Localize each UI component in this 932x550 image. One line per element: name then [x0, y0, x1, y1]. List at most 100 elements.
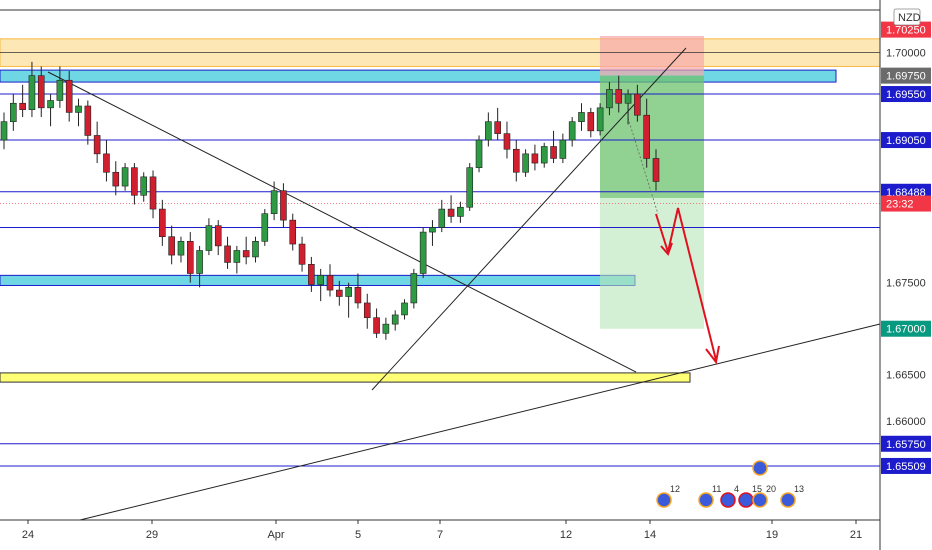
- price-tick-label: 1.67500: [886, 278, 926, 290]
- candle-body: [196, 250, 203, 274]
- candle-body: [522, 153, 529, 173]
- candle-body: [438, 208, 446, 228]
- candle-body: [149, 176, 157, 210]
- candle-body: [261, 213, 269, 242]
- price-label-tag[interactable]: [881, 457, 931, 474]
- arrow-head-1: [660, 242, 673, 256]
- price-tick-label: 1.70000: [886, 48, 926, 60]
- candle-body: [186, 240, 194, 274]
- price-tick-label: 1.66000: [886, 416, 926, 428]
- candle-body: [75, 105, 82, 113]
- candle-body: [624, 93, 632, 104]
- take-profit-area-far[interactable]: [600, 198, 704, 329]
- price-label-text: 1.69050: [886, 135, 926, 147]
- candle-body: [587, 112, 595, 132]
- price-label-text: 1.65750: [886, 439, 926, 451]
- candle-body: [615, 89, 623, 104]
- ascending-trendline[interactable]: [371, 47, 687, 391]
- projection-dashed-line: [627, 117, 659, 215]
- event-marker-label: 12: [670, 484, 680, 494]
- candle-body: [47, 100, 54, 109]
- candle-body: [559, 139, 567, 159]
- candle-body: [550, 146, 557, 159]
- projection-path[interactable]: [655, 207, 717, 361]
- event-marker-label: 13: [794, 484, 804, 494]
- event-marker-icon[interactable]: [780, 492, 796, 508]
- event-marker-label: 20: [766, 484, 776, 494]
- price-label-tag[interactable]: [881, 67, 931, 84]
- long-support-trendline[interactable]: [79, 323, 881, 521]
- price-tick-label: 1.66500: [886, 370, 926, 382]
- event-marker-icon[interactable]: [720, 492, 736, 508]
- trendlines[interactable]: [47, 47, 881, 521]
- candle-body: [596, 107, 604, 132]
- price-label-text: 23:32: [886, 199, 914, 211]
- short-position-tool[interactable]: [600, 36, 704, 329]
- descending-trendline[interactable]: [47, 71, 637, 373]
- stop-loss-area[interactable]: [600, 36, 704, 76]
- price-label-tag[interactable]: [881, 435, 931, 452]
- event-marker-label: 4: [734, 484, 739, 494]
- time-axis[interactable]: 24 29 Apr 5 7 12 14 19 21: [0, 519, 880, 541]
- candle-body: [308, 264, 315, 285]
- candle-body: [84, 105, 92, 136]
- price-label-text: 1.70250: [886, 25, 926, 37]
- candle-body: [634, 93, 641, 116]
- time-tick-label: Apr: [267, 529, 284, 541]
- zone-yellow-3[interactable]: [0, 372, 691, 383]
- candle-body: [457, 206, 464, 217]
- candle-body: [177, 240, 185, 256]
- time-tick-label: 5: [355, 529, 361, 541]
- candle-body: [317, 275, 324, 285]
- candle-body: [568, 121, 576, 141]
- candle-body: [242, 250, 250, 258]
- candle-body: [391, 314, 399, 325]
- price-label-tag[interactable]: [881, 21, 931, 38]
- price-label-text: 1.69550: [886, 89, 926, 101]
- price-label-tag[interactable]: [881, 320, 931, 337]
- event-marker-label: 11: [712, 484, 721, 494]
- candle-body: [28, 75, 36, 110]
- candle-body: [345, 287, 352, 297]
- price-label-tag[interactable]: [881, 132, 931, 149]
- currency-badge[interactable]: [893, 8, 921, 26]
- candle-body: [56, 79, 64, 101]
- zone-cyan-0[interactable]: [0, 69, 837, 83]
- event-marker-icon[interactable]: [752, 492, 768, 508]
- candle-body: [466, 167, 474, 208]
- price-label-text: 1.69750: [886, 71, 926, 83]
- candle-body: [140, 176, 148, 196]
- candle-body: [19, 102, 26, 110]
- price-label-text: 1.65509: [886, 461, 926, 473]
- candle-body: [224, 245, 231, 263]
- candle-body: [410, 273, 418, 304]
- price-label-tag[interactable]: [881, 195, 931, 212]
- candle-body: [280, 190, 287, 221]
- price-axis[interactable]: 1.70000 1.67500 1.66500 1.66000 1.70250 1.697…: [879, 0, 932, 550]
- candle-body: [652, 158, 660, 182]
- event-marker-icon[interactable]: [656, 492, 672, 508]
- price-label-text: 1.67000: [886, 324, 926, 336]
- time-tick-label: 7: [437, 529, 443, 541]
- candle-body: [475, 139, 483, 168]
- candle-body: [485, 121, 492, 141]
- projection-arrows[interactable]: [655, 207, 720, 365]
- horizontal-levels: [0, 9, 880, 467]
- event-marker-icon[interactable]: [752, 460, 768, 476]
- event-marker-icon[interactable]: [738, 492, 754, 508]
- candle-body: [503, 133, 511, 150]
- time-tick-label: 12: [560, 529, 572, 541]
- event-marker-label: 15: [752, 484, 762, 494]
- time-tick-label: 24: [22, 529, 34, 541]
- currency-badge-text: NZD: [898, 12, 921, 24]
- time-tick-label: 19: [766, 529, 778, 541]
- candle-body: [121, 167, 129, 187]
- time-tick-label: 29: [146, 529, 158, 541]
- event-markers[interactable]: 12 11 4 15 20 13: [656, 460, 804, 508]
- price-label-tag[interactable]: [881, 86, 931, 103]
- event-marker-icon[interactable]: [698, 492, 714, 508]
- candle-body: [447, 208, 455, 217]
- candle-body: [103, 153, 110, 173]
- candle-body: [298, 243, 306, 265]
